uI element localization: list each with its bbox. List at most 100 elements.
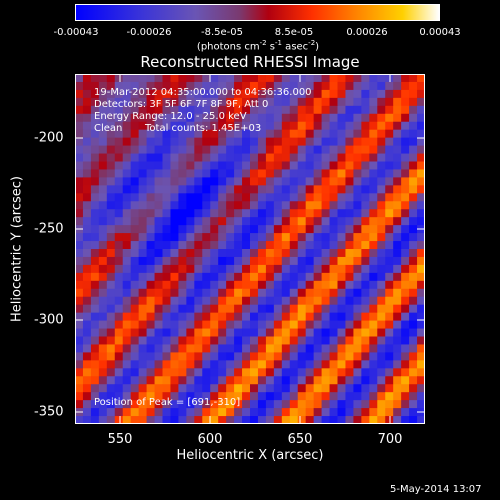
heatmap-cell [297, 137, 307, 147]
heatmap-cell [146, 137, 156, 147]
heatmap-cell [385, 288, 394, 298]
heatmap-cell [98, 129, 108, 139]
heatmap-cell [90, 336, 100, 346]
heatmap-cell [226, 161, 235, 171]
heatmap-cell [385, 241, 394, 250]
heatmap-cell [218, 249, 227, 258]
heatmap-cell [194, 249, 203, 258]
heatmap-cell [162, 241, 172, 250]
heatmap-cell [90, 360, 100, 369]
heatmap-cell [130, 280, 140, 290]
heatmap-cell [138, 121, 148, 131]
heatmap-cell [186, 304, 195, 314]
heatmap-cell [321, 392, 331, 401]
heatmap-cell [265, 336, 275, 346]
heatmap-cell [313, 201, 323, 210]
heatmap-cell [409, 288, 418, 298]
heatmap-cell [202, 153, 211, 163]
heatmap-cell [138, 249, 148, 258]
heatmap-cell [289, 201, 299, 210]
heatmap-cell [194, 153, 203, 163]
heatmap-cell [385, 201, 394, 210]
heatmap-cell [250, 344, 259, 353]
heatmap-cell [202, 209, 211, 218]
heatmap-cell [345, 145, 354, 155]
heatmap-cell [361, 352, 370, 361]
heatmap-cell [329, 74, 339, 83]
heatmap-cell [154, 249, 164, 258]
heatmap-cell [202, 264, 211, 274]
heatmap-cell [393, 137, 402, 147]
heatmap-cell [377, 177, 386, 186]
heatmap-cell [90, 304, 100, 314]
heatmap-cell [401, 320, 410, 330]
heatmap-cell [218, 97, 227, 107]
heatmap-cell [250, 145, 259, 155]
heatmap-cell [361, 280, 370, 290]
heatmap-cell [281, 97, 291, 107]
heatmap-cell [138, 336, 148, 346]
heatmap-cell [337, 352, 347, 361]
heatmap-cell [369, 74, 378, 83]
heatmap-cell [234, 344, 243, 353]
heatmap-cell [313, 416, 323, 424]
heatmap-cell [154, 121, 164, 131]
heatmap-cell [114, 272, 124, 282]
heatmap-cell [210, 320, 219, 330]
heatmap-cell [377, 217, 386, 226]
heatmap-cell [154, 392, 164, 401]
heatmap-cell [82, 113, 92, 123]
heatmap-cell [297, 113, 307, 123]
heatmap-cell [75, 264, 84, 274]
heatmap-cell [345, 408, 354, 417]
heatmap-cell [250, 392, 259, 401]
heatmap-cell [289, 352, 299, 361]
heatmap-cell [409, 201, 418, 210]
heatmap-cell [210, 241, 219, 250]
heatmap-cell [417, 392, 425, 401]
heatmap-cell [273, 121, 283, 131]
heatmap-cell [234, 177, 243, 186]
heatmap-cell [178, 312, 187, 322]
heatmap-cell [178, 360, 187, 369]
heatmap-cell [361, 169, 370, 178]
heatmap-cell [106, 113, 116, 123]
heatmap-cell [226, 89, 235, 99]
heatmap-cell [82, 320, 92, 330]
heatmap-cell [361, 241, 370, 250]
heatmap-cell [401, 392, 410, 401]
colorbar-tick: 0.00043 [419, 27, 461, 38]
heatmap-cell [273, 137, 283, 147]
heatmap-cell [138, 376, 148, 385]
heatmap-cell [345, 105, 354, 115]
heatmap-cell [369, 288, 378, 298]
heatmap-cell [114, 201, 124, 210]
heatmap-cell [242, 81, 251, 91]
heatmap-cell [273, 89, 283, 99]
heatmap-cell [75, 352, 84, 361]
heatmap-cell [98, 376, 108, 385]
heatmap-cell [162, 280, 172, 290]
heatmap-cell [265, 233, 275, 242]
heatmap-cell [313, 392, 323, 401]
heatmap-cell [122, 392, 132, 401]
heatmap-cell [369, 256, 378, 266]
heatmap-cell [409, 74, 418, 83]
heatmap-cell [250, 249, 259, 258]
heatmap-cell [401, 121, 410, 131]
heatmap-cell [106, 209, 116, 218]
heatmap-cell [281, 169, 291, 178]
heatmap-cell [361, 105, 370, 115]
heatmap-cell [186, 296, 195, 306]
heatmap-cell [226, 296, 235, 306]
heatmap-cell [114, 312, 124, 322]
heatmap-cell [202, 328, 211, 338]
heatmap-cell [345, 288, 354, 298]
heatmap-cell [170, 153, 179, 163]
heatmap-cell [337, 121, 347, 131]
heatmap-cell [154, 97, 164, 107]
heatmap-cell [106, 97, 116, 107]
heatmap-cell [281, 288, 291, 298]
heatmap-cell [409, 408, 418, 417]
heatmap-cell [194, 384, 203, 393]
